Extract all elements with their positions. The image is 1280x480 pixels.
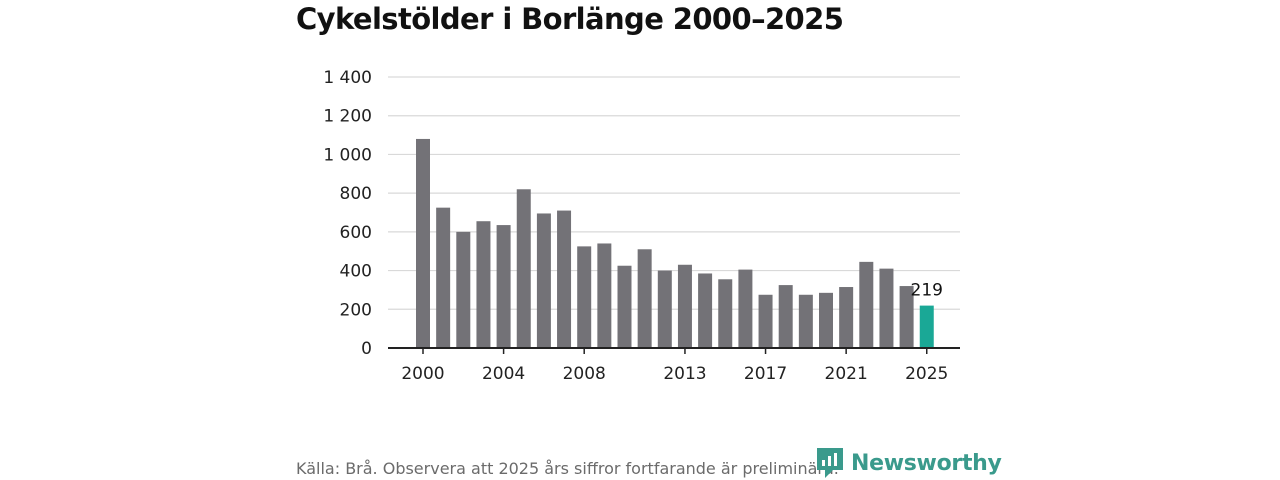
bar bbox=[657, 270, 672, 348]
y-tick-label: 400 bbox=[340, 262, 372, 282]
axes bbox=[388, 347, 960, 354]
source-note: Källa: Brå. Observera att 2025 års siffr… bbox=[296, 459, 839, 478]
bar bbox=[778, 285, 793, 348]
bar bbox=[738, 269, 753, 348]
bar bbox=[536, 213, 551, 348]
bar bbox=[557, 210, 572, 348]
chart-title: Cykelstölder i Borlänge 2000–2025 bbox=[296, 2, 844, 36]
y-tick-label: 200 bbox=[340, 300, 372, 320]
bar bbox=[456, 231, 471, 348]
x-tick-label: 2017 bbox=[744, 364, 787, 384]
bar bbox=[476, 221, 491, 348]
x-tick-label: 2025 bbox=[905, 364, 948, 384]
labels: 0 200 400 600 800 1 000 1 200 1 400 219 2000 2004 2… bbox=[323, 68, 948, 384]
x-tick-label: 2000 bbox=[401, 364, 444, 384]
newsworthy-logo-icon bbox=[817, 448, 843, 478]
y-tick-label: 0 bbox=[361, 339, 372, 359]
bar bbox=[436, 207, 451, 348]
value-label-dot bbox=[914, 289, 922, 297]
bar bbox=[577, 246, 592, 348]
bar bbox=[899, 286, 914, 348]
bar bbox=[496, 225, 511, 348]
y-tick-label: 1 400 bbox=[323, 68, 372, 88]
bar bbox=[798, 294, 813, 348]
x-tick-label: 2013 bbox=[663, 364, 706, 384]
x-tick-label: 2008 bbox=[563, 364, 606, 384]
bar bbox=[859, 261, 874, 348]
bar bbox=[416, 138, 430, 348]
bar bbox=[516, 189, 531, 348]
x-tick-label: 2004 bbox=[482, 364, 525, 384]
bar bbox=[819, 292, 833, 348]
bar bbox=[677, 264, 692, 348]
bar bbox=[718, 279, 733, 348]
bar bbox=[839, 287, 854, 348]
bar bbox=[758, 294, 773, 348]
y-tick-label: 600 bbox=[340, 223, 372, 243]
bar bbox=[637, 249, 652, 348]
y-tick-label: 1 000 bbox=[323, 145, 372, 165]
bar bbox=[698, 273, 713, 348]
bar-highlight bbox=[919, 305, 934, 348]
y-tick-label: 1 200 bbox=[323, 107, 372, 127]
brand-name: Newsworthy bbox=[851, 450, 1002, 476]
bar bbox=[879, 268, 894, 348]
bars bbox=[416, 138, 934, 348]
bar bbox=[597, 243, 612, 348]
gridlines bbox=[388, 76, 960, 310]
bar bbox=[617, 265, 632, 348]
y-tick-label: 800 bbox=[340, 184, 372, 204]
brand-logo: Newsworthy bbox=[815, 446, 1002, 480]
value-label: 219 bbox=[911, 281, 943, 301]
x-tick-label: 2021 bbox=[825, 364, 868, 384]
